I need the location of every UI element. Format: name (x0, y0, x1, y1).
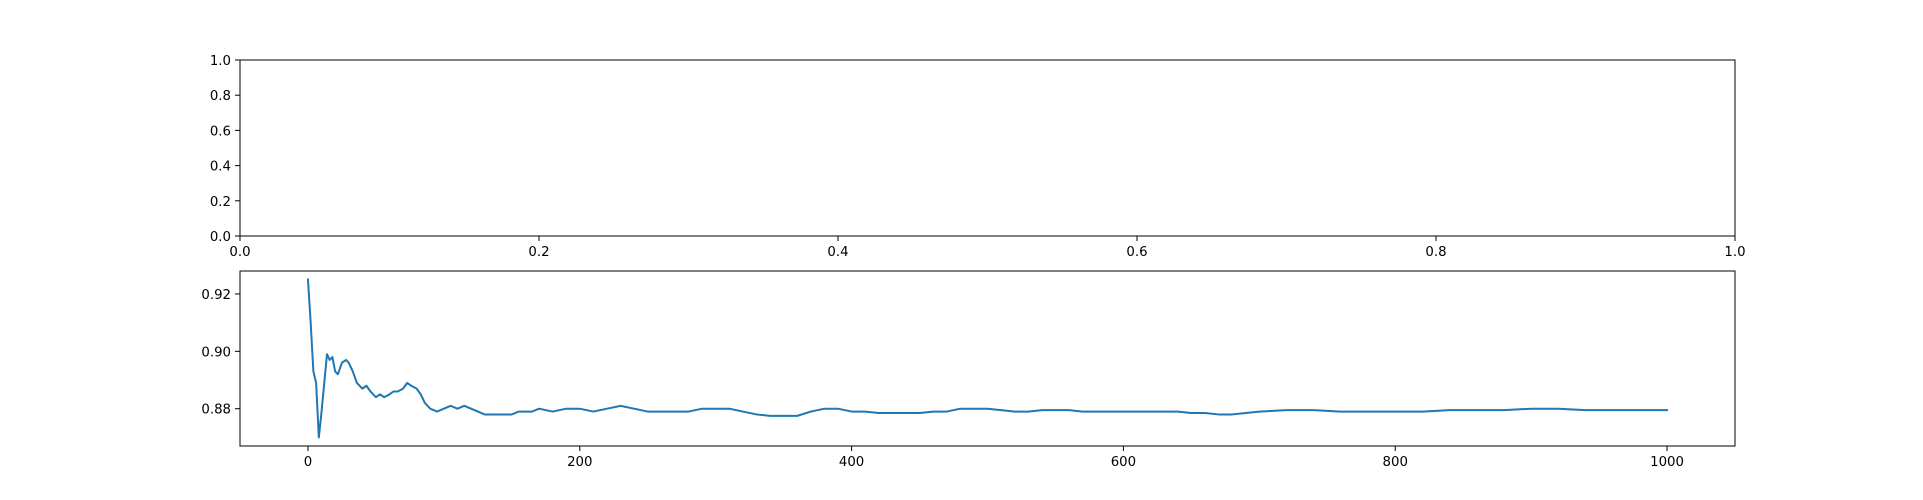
y-tick-label: 0.0 (210, 230, 231, 245)
y-tick-label: 0.88 (201, 403, 231, 418)
bottom-axes: 0 200 400 600 800 1000 0.88 0.90 0.92 (201, 270, 1736, 470)
y-tick-label: 0.4 (210, 160, 231, 175)
y-tick-label: 0.92 (201, 288, 231, 303)
x-tick-label: 0.2 (528, 245, 549, 260)
y-tick-label: 0.8 (210, 89, 231, 104)
x-tick-label: 800 (1383, 455, 1408, 470)
axes-frame (239, 59, 1736, 237)
x-tick-label: 0.8 (1425, 245, 1446, 260)
x-tick-label: 0.6 (1126, 245, 1147, 260)
y-tick-label: 1.0 (210, 54, 231, 69)
x-tick-label: 1.0 (1724, 245, 1745, 260)
x-tick-label: 1000 (1650, 455, 1684, 470)
x-tick-label: 0 (304, 455, 312, 470)
x-tick-label: 400 (839, 455, 864, 470)
top-axes: 0.0 0.2 0.4 0.6 0.8 1.0 0.0 0.2 0.4 0.6 0.8 1.0 (210, 54, 1746, 260)
y-tick-label: 0.2 (210, 195, 231, 210)
x-tick-label: 0.0 (229, 245, 250, 260)
y-tick-label: 0.90 (201, 345, 231, 360)
x-tick-label: 0.4 (827, 245, 848, 260)
axes-frame (239, 270, 1736, 447)
y-tick-label: 0.6 (210, 124, 231, 139)
x-tick-label: 200 (567, 455, 592, 470)
x-tick-label: 600 (1111, 455, 1136, 470)
series-line-0 (306, 278, 1669, 439)
